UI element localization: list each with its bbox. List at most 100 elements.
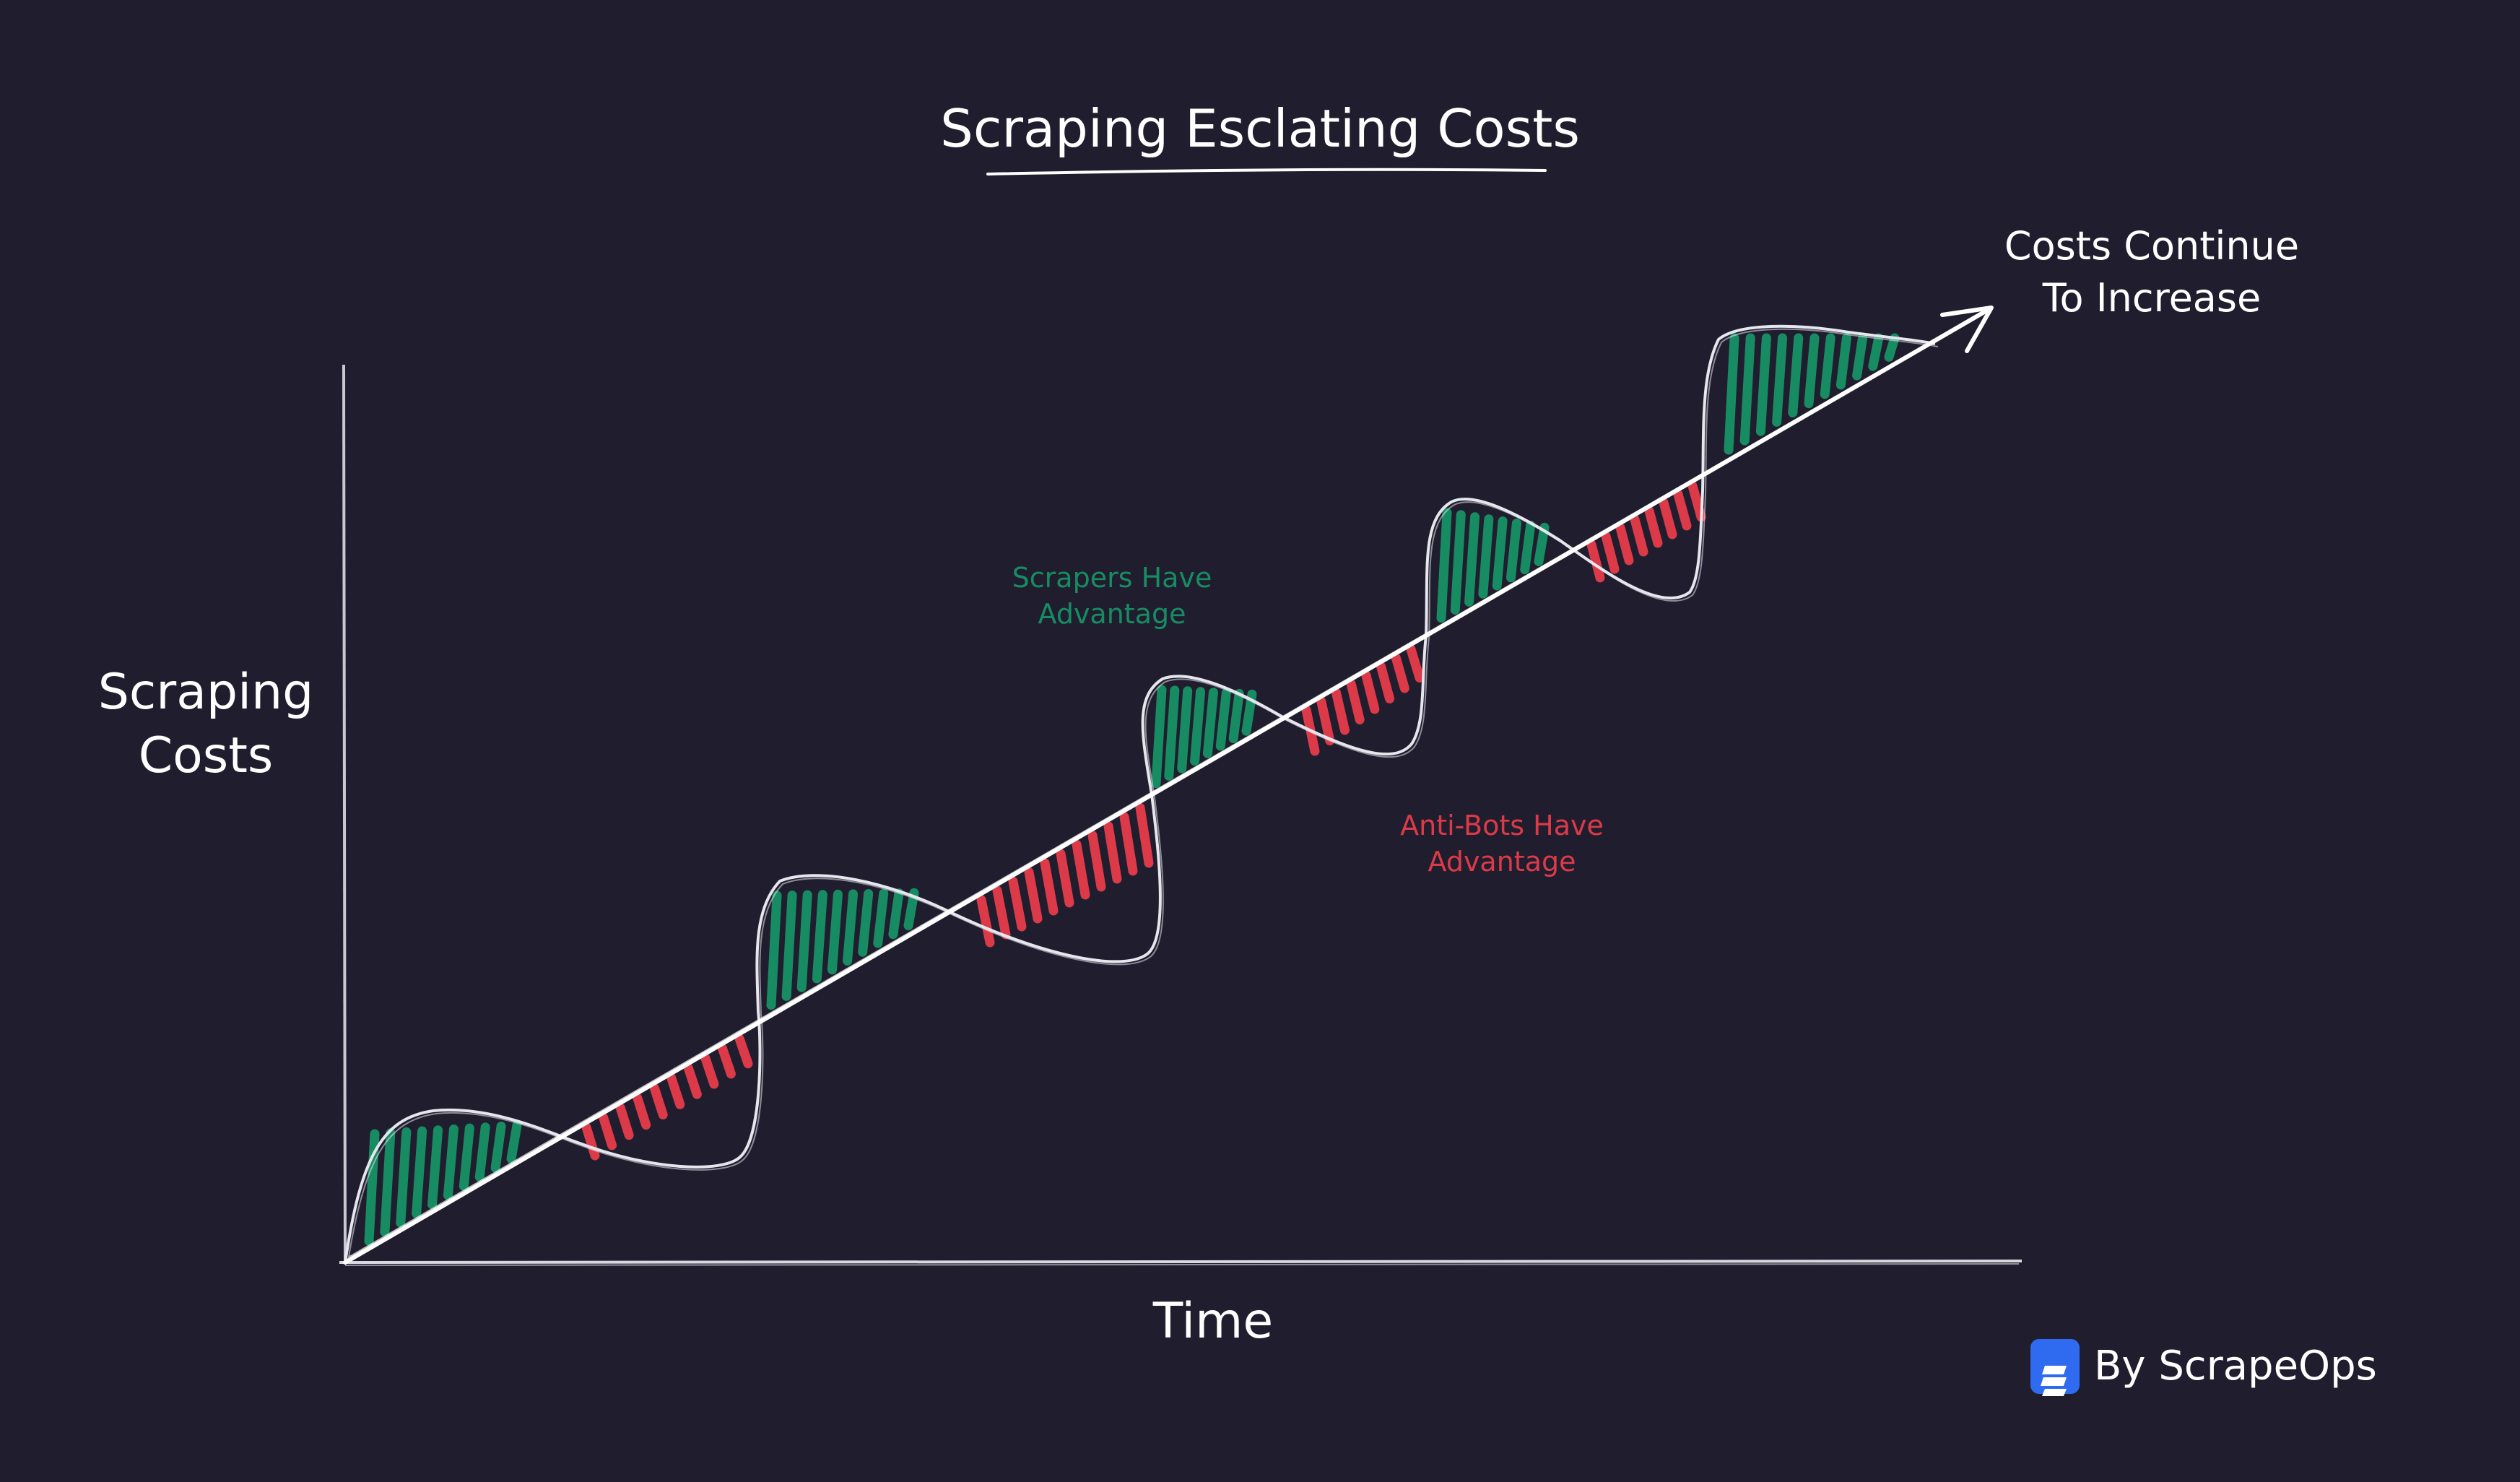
scrapers-hatch-stroke (1835, 333, 1851, 390)
antibots-hatch-stroke (1135, 802, 1154, 868)
antibots-hatch-stroke (1630, 514, 1648, 557)
y-axis (342, 364, 347, 1263)
scrapeops-logo-icon (2030, 1339, 2080, 1396)
antibots-hatch-stroke (1024, 867, 1043, 924)
credit-text: By ScrapeOps (2094, 1343, 2377, 1390)
y-axis-label: Scraping Costs (97, 664, 314, 784)
diagram-title: Scraping Esclating Costs (940, 98, 1580, 159)
antibots-hatch-stroke (1673, 489, 1692, 531)
scrapers-hatch-stroke (396, 1127, 412, 1228)
scrapers-hatch-stroke (1520, 520, 1536, 575)
scrapers-hatch-stroke (1228, 688, 1244, 744)
scrapers-hatch-stroke (490, 1121, 506, 1173)
antibots-hatch-stroke (1376, 662, 1395, 703)
title-underline (986, 168, 1547, 176)
cost-wave-outline (344, 324, 1939, 1263)
scrapers-hatch-stroke (1506, 518, 1521, 583)
scrapers-hatch-stroke (1755, 333, 1771, 436)
scrapers-hatch-stroke (1177, 686, 1193, 774)
antibots-hatch-stroke (1361, 670, 1380, 714)
trend-arrow-head (1940, 306, 1994, 353)
scrapers-hatch-stroke (1804, 333, 1820, 409)
scrapers-hatch-stroke (1202, 688, 1218, 758)
scrapers-hatch-stroke (1164, 685, 1180, 781)
scrapers-hatch-stroke (1739, 333, 1755, 446)
antibots-hatch-stroke (683, 1063, 702, 1099)
antibots-hatch-stroke (1119, 812, 1138, 876)
antibots-hatch-stroke (1687, 481, 1706, 522)
scrapers-hatch-stroke (1450, 510, 1466, 615)
scrapers-hatch-stroke (888, 888, 904, 940)
antibots-hatch-stroke (1072, 839, 1090, 900)
scrapers-hatch-stroke (1190, 687, 1206, 766)
scrapers-hatch-stroke (506, 1120, 522, 1164)
scrapers-hatch-stroke (812, 890, 827, 984)
scrapers-hatch-stroke (827, 889, 843, 975)
antibots-hatch-stroke (581, 1122, 600, 1161)
scrapers-hatch-stroke (1868, 333, 1884, 371)
scrapers-hatch-stroke (443, 1124, 459, 1200)
scrapers-advantage-hatching (364, 333, 1900, 1247)
antibots-hatch-stroke (734, 1034, 753, 1069)
scrapers-hatch-stroke (1884, 333, 1900, 362)
antibots-hatch-stroke (1040, 858, 1059, 916)
scrapers-hatch-stroke (1788, 333, 1804, 417)
scrapers-hatch-stroke (843, 889, 859, 966)
scrapers-hatch-stroke (1151, 685, 1167, 789)
trend-arrow-line-sketch (349, 310, 1985, 1257)
wave-stroke (344, 324, 1936, 1263)
scrapers-hatch-stroke (1724, 333, 1739, 455)
scrapers-hatch-stroke (474, 1122, 490, 1182)
antibots-hatch-stroke (1008, 876, 1027, 932)
credit: By ScrapeOps (2030, 1338, 2377, 1396)
antibots-hatch-stroke (1331, 688, 1350, 735)
antibots-hatch-stroke (1601, 531, 1620, 574)
antibots-hatch-stroke (1586, 540, 1605, 583)
scrapers-hatch-stroke (1820, 333, 1835, 399)
antibots-hatch-stroke (976, 895, 995, 948)
scrapers-hatch-stroke (380, 1128, 396, 1237)
scrapers-hatch-stroke (1215, 688, 1231, 751)
antibots-hatch-stroke (633, 1093, 651, 1130)
antibots-hatch-stroke (1615, 523, 1634, 566)
antibots-hatch-stroke (1316, 696, 1335, 745)
x-axis-label: Time (1152, 1293, 1274, 1350)
antibots-hatch-stroke (1406, 644, 1425, 682)
scrapers-hatch-stroke (796, 890, 812, 992)
antibots-hatch-stroke (649, 1083, 668, 1119)
antibots-hatch-stroke (1644, 506, 1663, 548)
antibots-hatch-stroke (1103, 821, 1122, 884)
antibots-hatch-stroke (615, 1103, 634, 1140)
trend-annotation: Costs Continue To Increase (2004, 223, 2300, 321)
scrapers-hatch-stroke (1436, 508, 1452, 623)
scrapers-hatch-stroke (873, 888, 889, 948)
scrapers-hatch-stroke (427, 1125, 443, 1210)
scrapers-hatch-stroke (1478, 514, 1494, 599)
antibots-hatch-stroke (1087, 831, 1106, 892)
wave-stroke-sketch (347, 328, 1939, 1262)
scrapers-hatch-stroke (1534, 522, 1550, 566)
antibots-hatch-stroke (717, 1044, 736, 1079)
scrapers-hatch-stroke (858, 888, 874, 957)
antibots-advantage-label: Anti-Bots Have Advantage (1400, 810, 1604, 878)
scrapers-hatch-stroke (412, 1126, 427, 1218)
x-axis-sketch (344, 1263, 2020, 1266)
antibots-hatch-stroke (599, 1112, 617, 1150)
antibots-hatch-stroke (992, 885, 1011, 940)
scrapers-hatch-stroke (364, 1129, 380, 1247)
scrapers-hatch-stroke (459, 1123, 474, 1191)
scrapers-hatch-stroke (1852, 333, 1868, 381)
antibots-hatch-stroke (700, 1053, 719, 1089)
scrapers-hatch-stroke (1772, 333, 1788, 427)
scrapers-hatch-stroke (766, 890, 782, 1010)
trend-arrow-line (343, 307, 1991, 1265)
antibots-hatch-stroke (1391, 653, 1409, 693)
scrapers-hatch-stroke (781, 890, 797, 1001)
antibots-hatch-stroke (1056, 849, 1074, 908)
antibots-hatch-stroke (1659, 498, 1677, 540)
scrapers-advantage-label: Scrapers Have Advantage (1012, 562, 1212, 630)
scrapers-hatch-stroke (1492, 516, 1508, 591)
antibots-hatch-stroke (1346, 679, 1365, 724)
